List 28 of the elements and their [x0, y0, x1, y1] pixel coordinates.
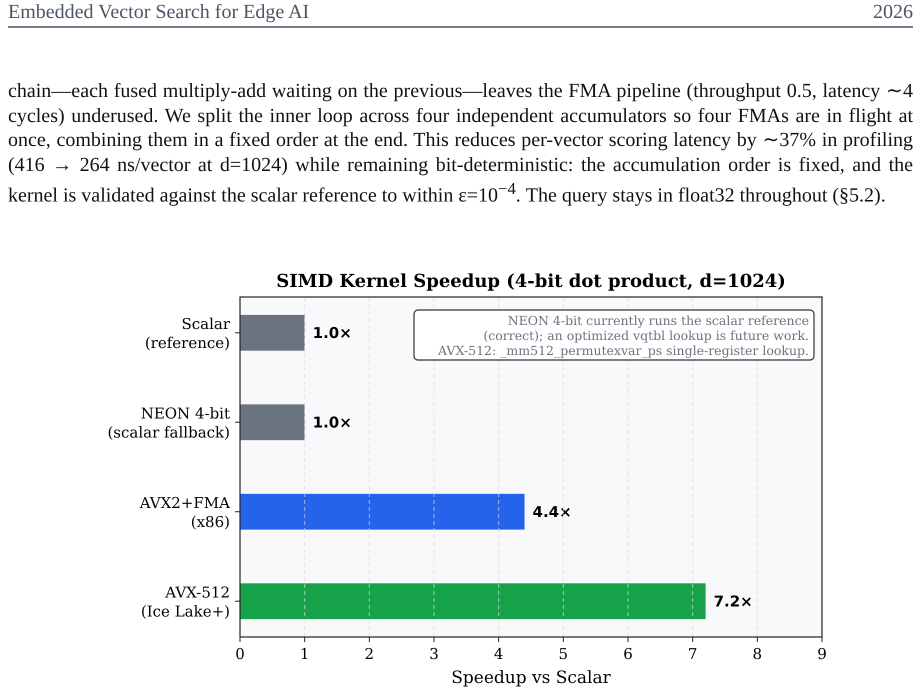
- text: 2026: [873, 1, 913, 23]
- data-label: 4.4×: [532, 502, 572, 521]
- x-tick-label: 2: [364, 645, 374, 663]
- x-tick-label: 9: [817, 645, 827, 663]
- data-label: 7.2×: [714, 592, 753, 610]
- bar: [240, 404, 305, 440]
- annotation: NEON 4-bit currently runs the scalar reference (correct); an optimized vqtbl lookup is future work. AVX-512: _mm512_permutexvar_ps single-register lookup.: [437, 313, 809, 358]
- x-tick-label: 1: [300, 645, 310, 663]
- x-tick-label: 5: [558, 645, 568, 663]
- y-tick-label: NEON 4-bit (scalar fallback): [107, 404, 230, 442]
- bar: [240, 494, 525, 530]
- x-tick-label: 7: [688, 645, 698, 663]
- bar: [240, 314, 305, 351]
- x-tick-label: 3: [429, 645, 439, 663]
- text: chain—each fused multiply-add waiting on the previous—leaves the FMA pipeline (throughput 0.5, latency ∼4 cycles) underused. We split the inner loop across four independent accumulators so four FMAs are in flight at once, combining them in a fixed order at the end. This reduces per-vector scoring latency by ∼37% in profiling (416 → 264 ns/vector at d=1024) while remaining bit-deterministic: the accumulation order is fixed, and the kernel is validated against the scalar reference to within ε=10$^{−4}$. The query stays in float32 throughout (§5.2).: [8, 79, 913, 208]
- x-tick-label: 0: [235, 645, 245, 663]
- x-tick-label: 8: [752, 645, 762, 663]
- x-tick-label: 4: [494, 645, 504, 663]
- y-tick-label: Scalar (reference): [144, 315, 231, 352]
- chart-title: SIMD Kernel Speedup (4-bit dot product, d=1024): [276, 271, 786, 292]
- bar: [240, 583, 706, 620]
- y-tick-label: AVX-512 (Ice Lake+): [140, 583, 230, 620]
- x-tick-label: 6: [623, 645, 633, 663]
- x-axis-title: Speedup vs Scalar: [451, 668, 612, 688]
- text: Embedded Vector Search for Edge AI: [8, 1, 310, 23]
- data-label: 1.0×: [312, 324, 352, 342]
- data-label: 1.0×: [312, 414, 352, 432]
- y-tick-label: AVX2+FMA (x86): [138, 494, 230, 531]
